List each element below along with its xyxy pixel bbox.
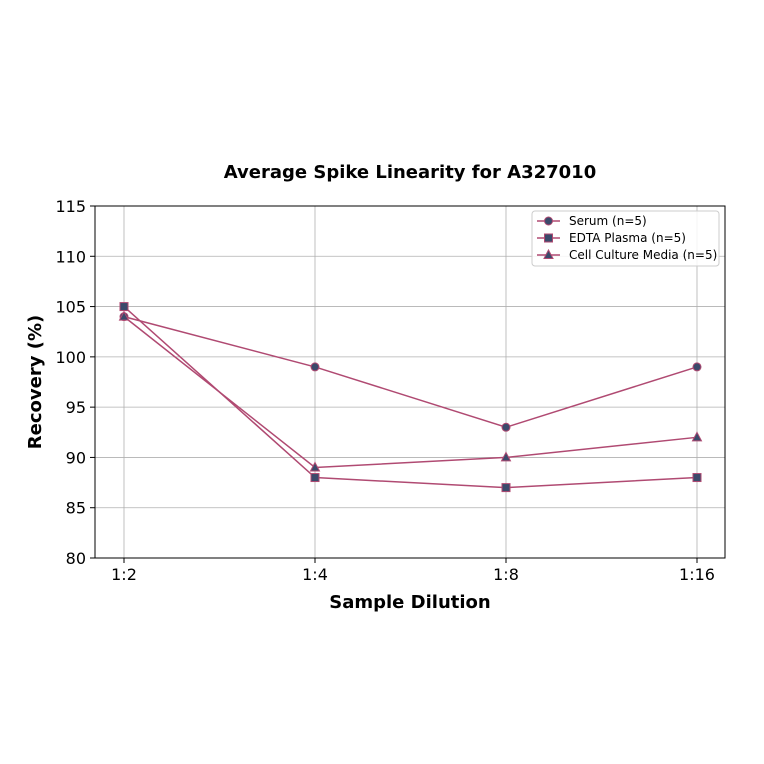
legend-label: Cell Culture Media (n=5) bbox=[569, 248, 717, 262]
x-tick-label: 1:2 bbox=[111, 565, 137, 584]
y-tick-label: 100 bbox=[55, 348, 86, 367]
legend-label: EDTA Plasma (n=5) bbox=[569, 231, 686, 245]
data-point-triangle bbox=[118, 310, 130, 321]
data-point-square bbox=[310, 473, 320, 483]
y-tick-label: 115 bbox=[55, 197, 86, 216]
data-point-square bbox=[119, 302, 129, 312]
data-point-triangle bbox=[309, 461, 321, 472]
y-axis: 80 85 90 95 100 105 110 115 bbox=[55, 197, 95, 568]
legend-marker-circle bbox=[544, 216, 553, 226]
legend-box bbox=[531, 210, 720, 267]
legend: Serum (n=5) EDTA Plasma (n=5) Cell Culture… bbox=[531, 210, 720, 267]
x-tick-label: 1:8 bbox=[493, 565, 519, 584]
y-tick-label: 85 bbox=[66, 499, 86, 518]
y-axis-title: Recovery (%) bbox=[25, 315, 46, 449]
y-tick-label: 105 bbox=[55, 298, 86, 317]
data-point-triangle bbox=[500, 451, 512, 462]
data-point-triangle bbox=[691, 431, 703, 442]
y-tick-label: 95 bbox=[66, 398, 86, 417]
series-line-circle bbox=[123, 315, 698, 429]
y-tick-label: 80 bbox=[66, 549, 86, 568]
series-layer bbox=[118, 302, 703, 493]
data-point-circle bbox=[501, 422, 511, 432]
data-point-circle bbox=[692, 362, 702, 372]
x-axis: 1:2 1:4 1:8 1:16 bbox=[111, 558, 715, 584]
plot-frame bbox=[94, 205, 726, 559]
series-line-triangle bbox=[123, 316, 698, 469]
y-tick-label: 90 bbox=[66, 448, 86, 467]
legend-label: Serum (n=5) bbox=[569, 214, 647, 228]
x-axis-title: Sample Dilution bbox=[329, 592, 490, 613]
data-point-square bbox=[692, 473, 702, 483]
data-point-circle bbox=[310, 362, 320, 372]
y-tick-label: 110 bbox=[55, 247, 86, 266]
chart-title: Average Spike Linearity for A327010 bbox=[224, 162, 596, 183]
legend-marker-square bbox=[544, 233, 553, 243]
data-point-square bbox=[501, 483, 511, 493]
x-tick-label: 1:16 bbox=[679, 565, 715, 584]
x-tick-label: 1:4 bbox=[302, 565, 328, 584]
legend-marker-triangle bbox=[543, 248, 554, 259]
